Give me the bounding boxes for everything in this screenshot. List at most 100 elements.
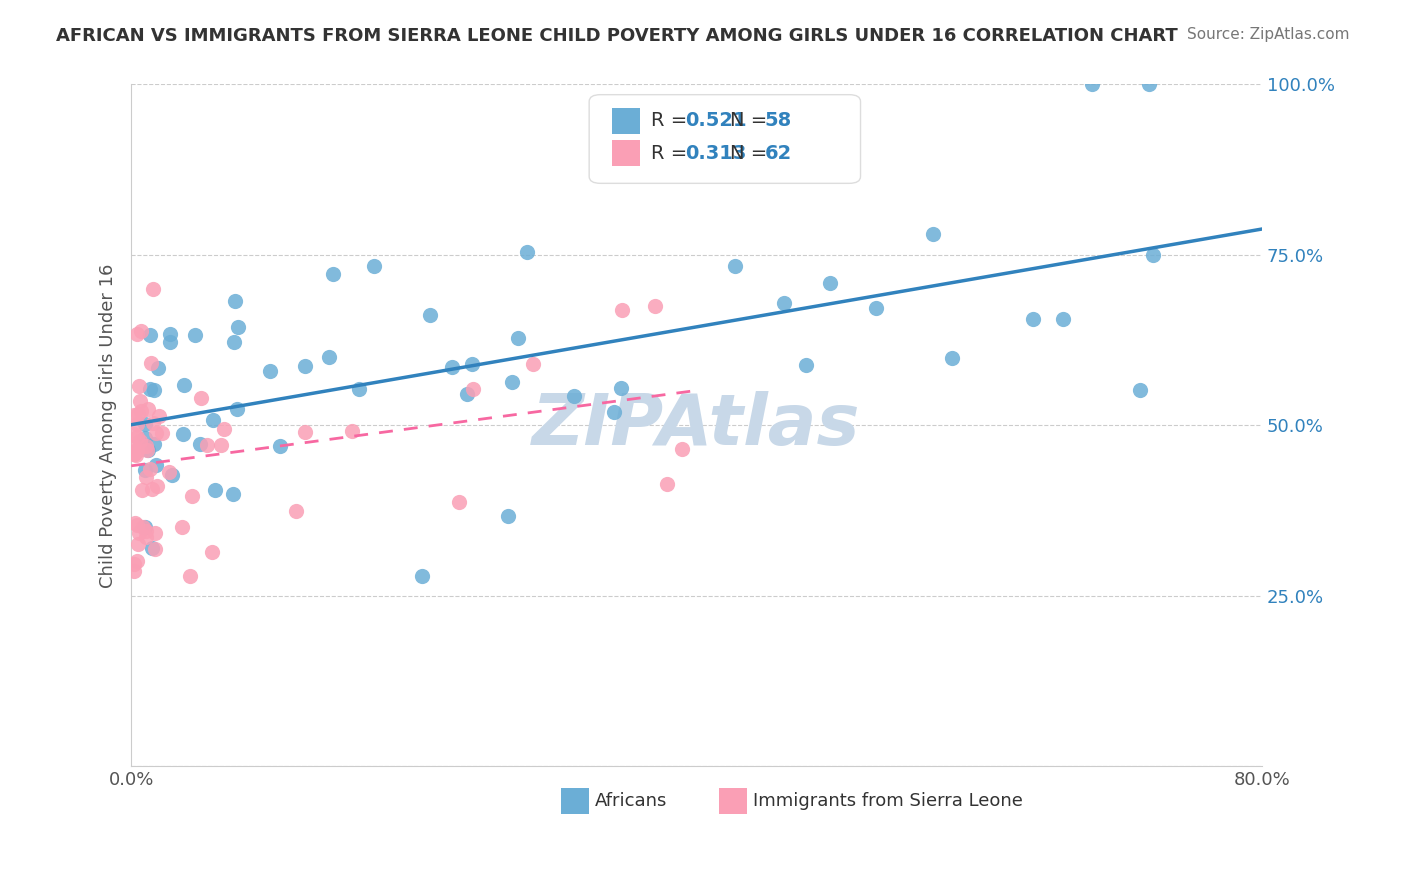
Point xyxy=(139,462,162,476)
Point xyxy=(122,408,145,422)
Point xyxy=(129,434,152,449)
Point xyxy=(201,413,224,427)
Point xyxy=(212,422,235,436)
Point xyxy=(224,293,246,308)
Point xyxy=(134,431,156,445)
Point xyxy=(655,477,678,491)
Point xyxy=(128,393,150,408)
Point xyxy=(222,487,245,501)
Point xyxy=(135,439,157,453)
Point xyxy=(506,331,529,345)
Point xyxy=(318,351,340,365)
Point xyxy=(159,327,181,342)
Text: Source: ZipAtlas.com: Source: ZipAtlas.com xyxy=(1187,27,1350,42)
Point xyxy=(1137,78,1160,92)
Point xyxy=(122,564,145,578)
Point xyxy=(195,438,218,452)
Point xyxy=(145,426,167,441)
Point xyxy=(170,520,193,534)
Point xyxy=(226,401,249,416)
Bar xyxy=(720,789,748,814)
Point xyxy=(141,282,163,296)
Text: 0.313: 0.313 xyxy=(685,144,747,163)
Point xyxy=(129,325,152,339)
Point xyxy=(941,351,963,365)
Point xyxy=(463,382,485,396)
Point xyxy=(603,405,626,419)
Point xyxy=(135,524,157,539)
Point xyxy=(173,378,195,392)
Point xyxy=(135,469,157,483)
Point xyxy=(148,409,170,423)
Point xyxy=(134,417,156,432)
Point xyxy=(124,440,146,454)
Point xyxy=(139,382,162,396)
Point xyxy=(644,299,666,313)
Point xyxy=(141,483,163,497)
Point xyxy=(610,381,633,395)
Point xyxy=(226,320,249,334)
Point xyxy=(496,508,519,523)
Text: 62: 62 xyxy=(765,144,792,163)
Point xyxy=(818,276,841,290)
Point xyxy=(204,483,226,497)
Point xyxy=(447,495,470,509)
Point xyxy=(294,359,316,374)
Point xyxy=(610,302,633,317)
Point xyxy=(1052,312,1074,326)
Point xyxy=(922,227,945,242)
Point xyxy=(125,443,148,458)
Point xyxy=(516,244,538,259)
Point xyxy=(122,447,145,461)
Point xyxy=(131,520,153,534)
Point xyxy=(294,425,316,440)
Point xyxy=(141,355,163,369)
Point xyxy=(773,296,796,310)
Text: AFRICAN VS IMMIGRANTS FROM SIERRA LEONE CHILD POVERTY AMONG GIRLS UNDER 16 CORRE: AFRICAN VS IMMIGRANTS FROM SIERRA LEONE … xyxy=(56,27,1178,45)
Point xyxy=(134,520,156,534)
Point xyxy=(259,364,281,378)
Point xyxy=(162,468,184,483)
Point xyxy=(172,426,194,441)
Point xyxy=(124,447,146,461)
Point xyxy=(159,465,181,479)
Point xyxy=(145,458,167,473)
Text: ZIPAtlas: ZIPAtlas xyxy=(533,391,860,460)
Text: R =: R = xyxy=(651,112,693,130)
Point xyxy=(136,443,159,458)
Point xyxy=(562,389,585,403)
Point xyxy=(1081,78,1104,92)
Point xyxy=(865,301,887,315)
Point xyxy=(127,417,149,431)
Point xyxy=(122,427,145,442)
Text: Immigrants from Sierra Leone: Immigrants from Sierra Leone xyxy=(754,791,1024,810)
Point xyxy=(671,442,693,456)
Point xyxy=(794,358,817,372)
Point xyxy=(127,407,149,421)
Point xyxy=(159,334,181,349)
Point xyxy=(139,328,162,343)
Point xyxy=(122,444,145,458)
Point xyxy=(125,518,148,533)
Point xyxy=(148,360,170,375)
Point xyxy=(122,558,145,572)
Point xyxy=(1142,248,1164,262)
Point xyxy=(129,404,152,418)
Point xyxy=(190,391,212,405)
Point xyxy=(456,387,478,401)
Point xyxy=(135,443,157,458)
Point xyxy=(131,483,153,497)
Point xyxy=(142,417,165,431)
Point xyxy=(363,259,385,273)
Point xyxy=(128,379,150,393)
Point xyxy=(269,439,291,453)
Point xyxy=(209,438,232,452)
Text: N =: N = xyxy=(731,144,773,163)
Point xyxy=(322,267,344,281)
Point xyxy=(124,516,146,530)
Point xyxy=(136,402,159,417)
Point xyxy=(522,357,544,371)
Point xyxy=(143,525,166,540)
Text: R =: R = xyxy=(651,144,693,163)
Point xyxy=(128,525,150,540)
